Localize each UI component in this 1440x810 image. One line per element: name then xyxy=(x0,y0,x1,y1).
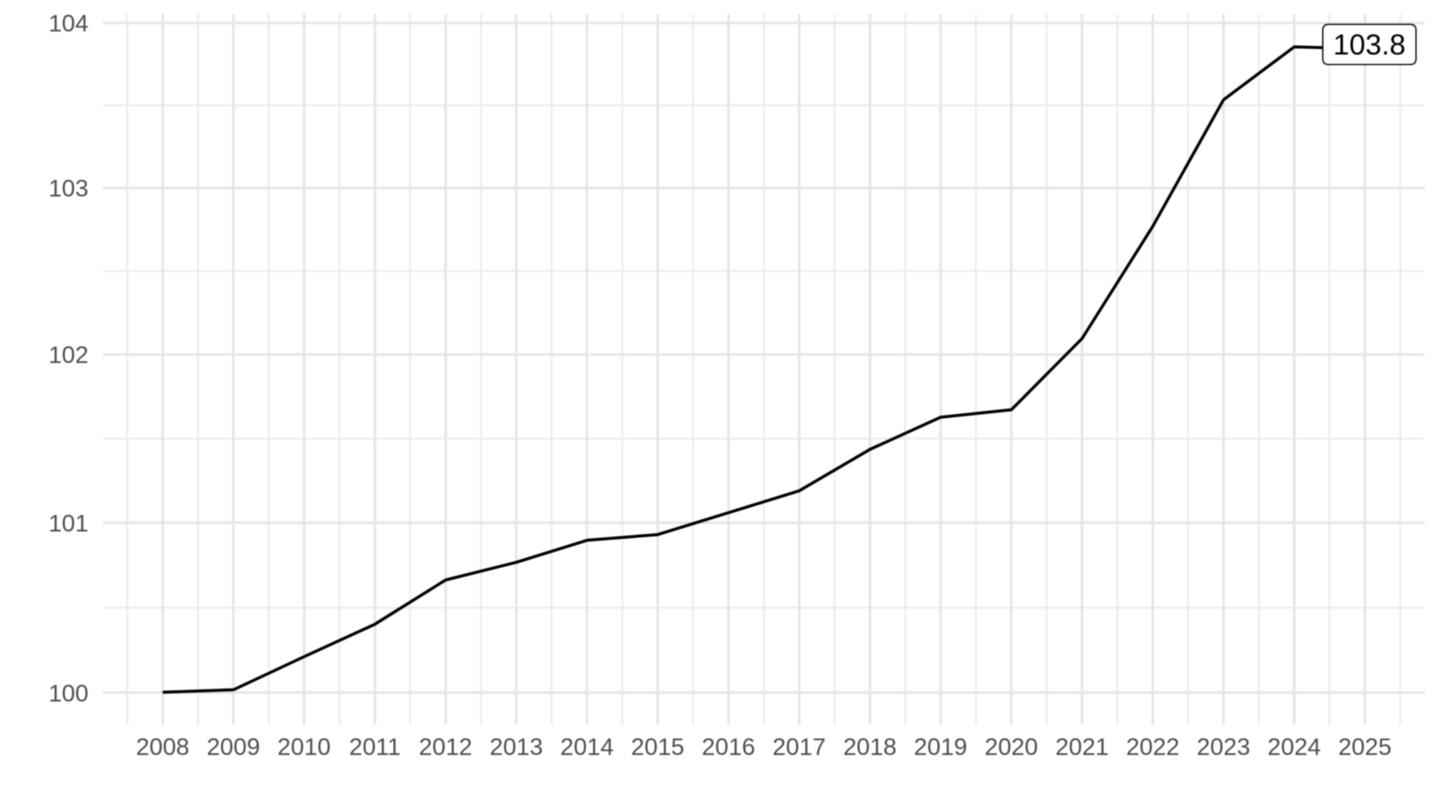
svg-text:2013: 2013 xyxy=(490,734,543,761)
svg-text:2022: 2022 xyxy=(1126,734,1179,761)
svg-text:104: 104 xyxy=(48,11,88,38)
svg-text:102: 102 xyxy=(48,342,88,369)
svg-text:2012: 2012 xyxy=(419,734,472,761)
svg-text:2017: 2017 xyxy=(773,734,826,761)
svg-text:2014: 2014 xyxy=(560,734,613,761)
svg-text:2010: 2010 xyxy=(277,734,330,761)
svg-text:2015: 2015 xyxy=(631,734,684,761)
svg-text:2024: 2024 xyxy=(1268,734,1321,761)
svg-text:100: 100 xyxy=(48,680,88,707)
svg-text:2016: 2016 xyxy=(702,734,755,761)
svg-text:2008: 2008 xyxy=(136,734,189,761)
svg-text:2020: 2020 xyxy=(985,734,1038,761)
svg-text:2009: 2009 xyxy=(207,734,260,761)
svg-text:101: 101 xyxy=(48,510,88,537)
svg-text:103: 103 xyxy=(48,176,88,203)
svg-text:2011: 2011 xyxy=(349,734,401,761)
svg-text:2021: 2021 xyxy=(1055,734,1108,761)
svg-text:2023: 2023 xyxy=(1197,734,1250,761)
svg-text:103.8: 103.8 xyxy=(1333,30,1406,62)
svg-text:2019: 2019 xyxy=(914,734,967,761)
svg-text:2018: 2018 xyxy=(843,734,896,761)
svg-text:2025: 2025 xyxy=(1338,734,1391,761)
